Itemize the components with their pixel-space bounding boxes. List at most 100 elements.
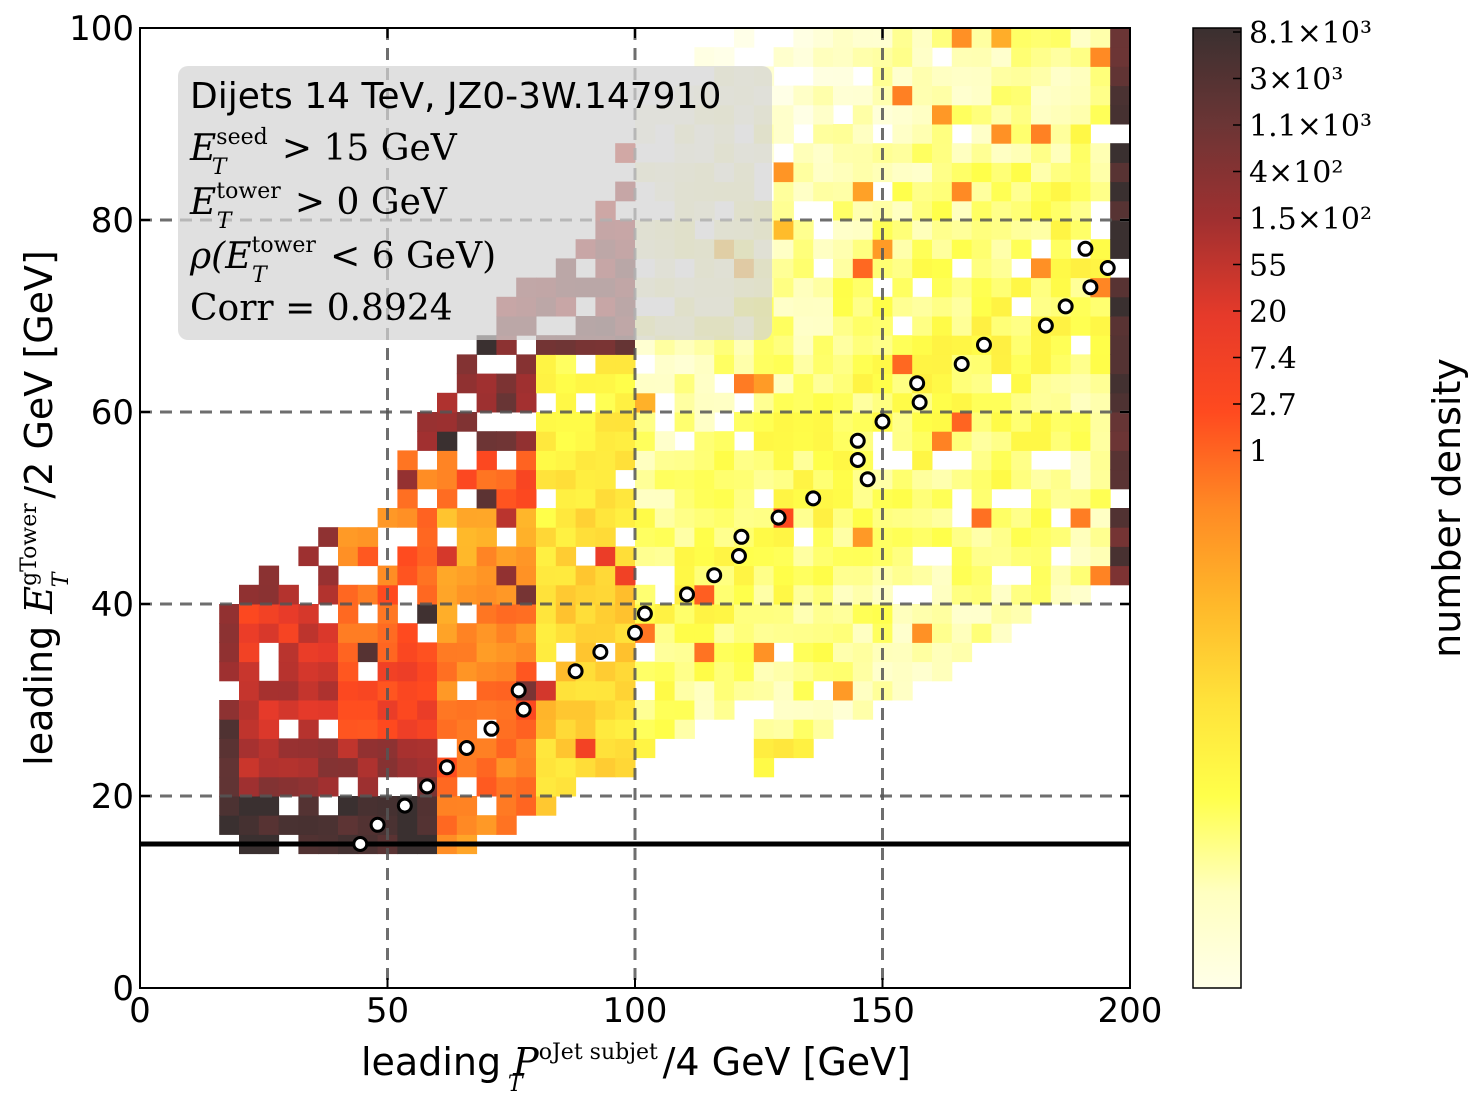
heatmap-cell (912, 488, 933, 509)
heatmap-cell (595, 623, 616, 643)
heatmap-cell (318, 815, 339, 835)
heatmap-cell (813, 277, 834, 298)
heatmap-cell (1090, 239, 1111, 259)
heatmap-cell (1090, 508, 1111, 528)
heatmap-cell (417, 431, 438, 451)
heatmap-cell (615, 719, 636, 739)
heatmap-cell (951, 335, 973, 355)
heatmap-cell (595, 412, 616, 432)
heatmap-cell (694, 469, 715, 490)
heatmap-cell (1011, 412, 1032, 432)
heatmap-cell (1070, 296, 1091, 317)
heatmap-cell (516, 776, 537, 797)
profile-point (515, 701, 532, 718)
heatmap-cell (872, 392, 893, 413)
heatmap-cell (595, 335, 616, 355)
heatmap-cell (437, 796, 458, 816)
heatmap-cell (654, 431, 676, 451)
heatmap-cell (951, 565, 973, 586)
heatmap-cell (833, 28, 854, 48)
heatmap-cell (456, 412, 478, 432)
heatmap-cell (357, 757, 379, 778)
heatmap-cell (1090, 47, 1111, 67)
heatmap-cell (654, 661, 676, 682)
heatmap-cell (734, 584, 755, 605)
heatmap-cell (318, 757, 339, 778)
heatmap-cell (575, 373, 596, 394)
heatmap-cell (773, 527, 794, 547)
heatmap-cell (555, 469, 577, 490)
heatmap-cell (437, 719, 458, 739)
heatmap-cell (318, 700, 339, 720)
heatmap-cell (1031, 354, 1052, 375)
heatmap-cell (1070, 143, 1091, 163)
heatmap-cell (753, 527, 775, 547)
heatmap-cell (1011, 450, 1032, 471)
heatmap-cell (793, 584, 814, 605)
heatmap-cell (1011, 584, 1032, 605)
heatmap-cell (654, 335, 676, 355)
heatmap-cell (753, 661, 775, 682)
heatmap-cell (714, 546, 735, 567)
heatmap-cell (654, 719, 676, 739)
heatmap-cell (516, 584, 537, 605)
heatmap-cell (872, 296, 893, 317)
heatmap-cell (536, 412, 557, 432)
heatmap-cell (694, 392, 715, 413)
heatmap-cell (278, 584, 299, 605)
heatmap-cell (932, 373, 953, 394)
heatmap-cell (912, 527, 933, 547)
heatmap-cell (516, 757, 537, 778)
heatmap-cell (932, 565, 953, 586)
heatmap-cell (496, 815, 517, 835)
heatmap-cell (654, 700, 676, 720)
heatmap-cell (555, 546, 577, 567)
heatmap-cell (338, 680, 359, 701)
heatmap-cell (833, 66, 854, 87)
heatmap-cell (575, 719, 596, 739)
heatmap-cell (912, 604, 933, 624)
heatmap-cell (615, 584, 636, 605)
heatmap-cell (932, 200, 953, 221)
heatmap-cell (615, 661, 636, 682)
heatmap-cell (1090, 296, 1111, 317)
heatmap-cell (654, 508, 676, 528)
heatmap-cell (278, 738, 299, 759)
heatmap-cell (1090, 412, 1111, 432)
heatmap-cell (951, 623, 973, 643)
heatmap-cell (991, 258, 1012, 279)
heatmap-cell (932, 412, 953, 432)
heatmap-cell (872, 335, 893, 355)
heatmap-cell (674, 450, 695, 471)
heatmap-cell (714, 700, 735, 720)
heatmap-cell (833, 431, 854, 451)
heatmap-cell (1110, 181, 1131, 202)
heatmap-cell (635, 661, 656, 682)
heatmap-cell (1110, 431, 1131, 451)
heatmap-cell (516, 623, 537, 643)
heatmap-cell (318, 680, 339, 701)
heatmap-cell (318, 661, 339, 682)
profile-point (419, 778, 436, 795)
heatmap-cell (338, 700, 359, 720)
heatmap-cell (892, 527, 913, 547)
heatmap-cell (674, 335, 695, 355)
heatmap-cell (734, 680, 755, 701)
heatmap-cell (971, 527, 992, 547)
y-tick-label: 0 (112, 969, 134, 1009)
heatmap-cell (278, 700, 299, 720)
heatmap-cell (912, 66, 933, 87)
heatmap-cell (298, 776, 319, 797)
heatmap-cell (694, 431, 715, 451)
heatmap-cell (773, 124, 794, 144)
heatmap-cell (496, 796, 517, 816)
heatmap-cell (793, 565, 814, 586)
profile-point (636, 605, 653, 622)
heatmap-cell (555, 565, 577, 586)
heatmap-cell (635, 738, 656, 759)
heatmap-cell (219, 623, 240, 643)
heatmap-cell (971, 469, 992, 490)
heatmap-cell (1011, 143, 1032, 163)
heatmap-cell (476, 546, 497, 567)
heatmap-cell (516, 719, 537, 739)
